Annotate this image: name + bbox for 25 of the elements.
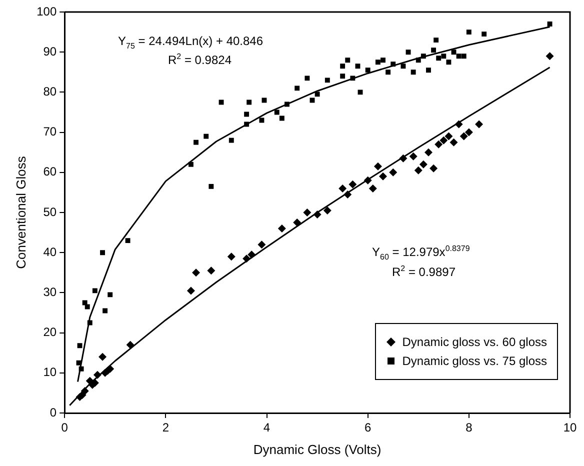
y-tick-label: 90 (43, 44, 57, 58)
x-tick-label: 8 (466, 420, 473, 435)
x-tick-label: 4 (263, 420, 270, 435)
y-tick-label: 100 (36, 4, 57, 18)
legend-label: Dynamic gloss vs. 60 gloss (402, 335, 547, 349)
y-tick-label: 50 (43, 204, 57, 219)
legend-label: Dynamic gloss vs. 75 gloss (402, 354, 547, 368)
annotation: Y$_{75}$ = 24.494Ln(x) + 40.846 (118, 34, 264, 50)
x-tick-label: 6 (364, 420, 372, 435)
x-tick-label: 10 (563, 420, 577, 435)
y-tick-label: 20 (43, 325, 57, 340)
y-tick-label: 60 (43, 164, 57, 179)
y-tick-label: 30 (43, 285, 57, 300)
x-tick-label: 0 (61, 420, 68, 435)
annotation: Y$_{60}$ = 12.979x$^{0.8379}$ (372, 244, 470, 262)
y-tick-label: 40 (43, 244, 57, 259)
x-axis-title: Dynamic Gloss (Volts) (253, 442, 382, 457)
y-tick-label: 80 (43, 84, 57, 99)
y-tick-label: 10 (43, 365, 57, 380)
y-axis-title: Conventional Gloss (13, 156, 28, 269)
y-tick-label: 70 (43, 124, 57, 139)
annotation: R$^{2}$ = 0.9824 (168, 52, 232, 67)
x-tick-label: 2 (162, 420, 170, 435)
y-tick-label: 0 (50, 405, 57, 420)
annotation: R$^{2}$ = 0.9897 (392, 264, 456, 279)
